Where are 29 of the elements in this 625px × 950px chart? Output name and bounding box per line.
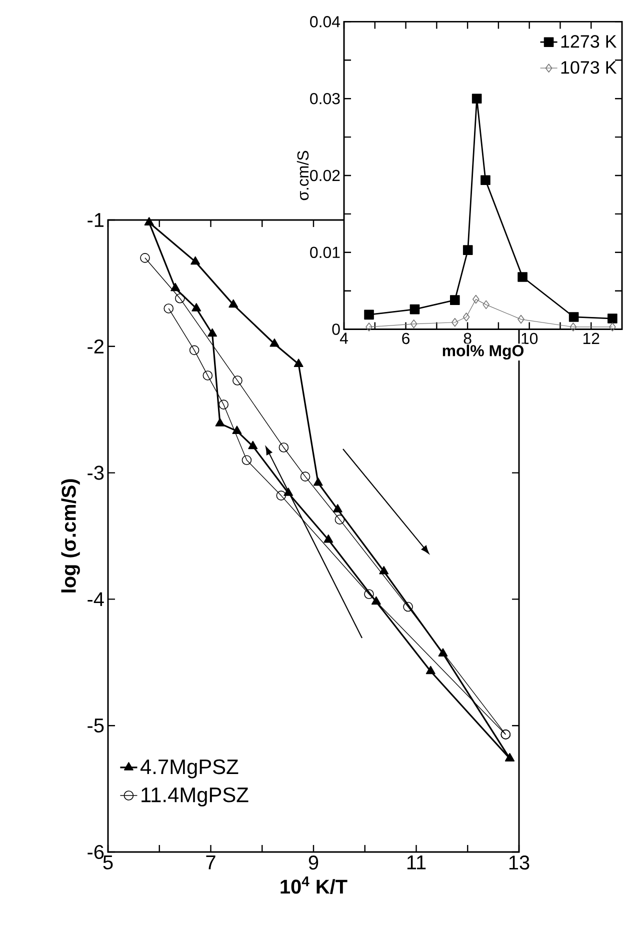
- x-tick-label: 6: [402, 332, 410, 344]
- y-tick-label: -2: [88, 339, 104, 354]
- y-axis-title: log (σ.cm/S): [61, 479, 80, 592]
- legend-label: 4.7MgPSZ: [140, 759, 238, 778]
- x-tick-label: 12: [583, 332, 600, 344]
- y-tick-label: 0.04: [310, 16, 340, 28]
- x-tick-label: 5: [103, 856, 113, 870]
- y-tick-label: -6: [88, 844, 104, 860]
- y-tick-label: -1: [88, 213, 104, 227]
- x-tick-label: 4: [340, 332, 348, 344]
- legend-label: 1073 K: [561, 61, 617, 74]
- x-axis-title: 10$^{4}$ K/T: [280, 876, 348, 894]
- x-tick-label: 10: [522, 332, 538, 344]
- x-tick-label: 13: [509, 856, 530, 870]
- y-tick-label: -4: [88, 592, 104, 606]
- y-axis-title: σ.cm/S: [296, 150, 309, 200]
- x-axis-title: mol% MgO: [442, 344, 524, 360]
- legend-label: 11.4MgPSZ: [142, 787, 248, 806]
- y-tick-label: 0.02: [310, 170, 340, 182]
- x-tick-label: 11: [407, 856, 426, 870]
- x-tick-label: 7: [206, 856, 216, 870]
- y-tick-label: -5: [88, 718, 104, 733]
- y-tick-label: 0: [332, 324, 340, 335]
- x-tick-label: 9: [308, 856, 318, 870]
- y-tick-label: -3: [88, 466, 104, 480]
- legend-label: 1273 K: [561, 35, 617, 48]
- y-tick-label: 0.01: [310, 246, 340, 258]
- x-tick-label: 8: [464, 332, 472, 344]
- y-tick-label: 0.03: [310, 92, 340, 104]
